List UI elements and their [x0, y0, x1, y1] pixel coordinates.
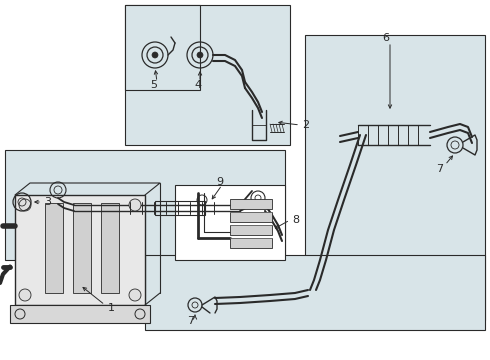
Text: 3: 3 [44, 197, 51, 207]
Bar [145, 255, 485, 330]
Text: 8: 8 [292, 215, 299, 225]
Bar [5, 150, 285, 260]
Bar [125, 5, 290, 145]
Text: 7: 7 [188, 316, 195, 326]
Circle shape [19, 199, 31, 211]
Bar [305, 35, 485, 320]
Bar [45, 203, 63, 293]
Bar [230, 212, 272, 222]
Text: 4: 4 [195, 80, 201, 90]
Bar [73, 203, 91, 293]
Circle shape [152, 52, 158, 58]
Circle shape [129, 199, 141, 211]
Text: 6: 6 [383, 33, 390, 43]
Text: 9: 9 [217, 177, 223, 187]
Bar [230, 225, 272, 235]
Bar [155, 201, 205, 215]
Bar [175, 185, 285, 260]
Bar [10, 305, 150, 323]
Text: 1: 1 [108, 303, 115, 313]
Circle shape [19, 289, 31, 301]
Circle shape [197, 52, 203, 58]
Text: 2: 2 [302, 120, 309, 130]
Text: 7: 7 [437, 164, 443, 174]
Bar [230, 238, 272, 248]
Bar [230, 199, 272, 209]
Bar [15, 195, 145, 305]
Bar [101, 203, 119, 293]
Text: 5: 5 [150, 80, 157, 90]
Circle shape [129, 289, 141, 301]
Bar [125, 5, 200, 90]
